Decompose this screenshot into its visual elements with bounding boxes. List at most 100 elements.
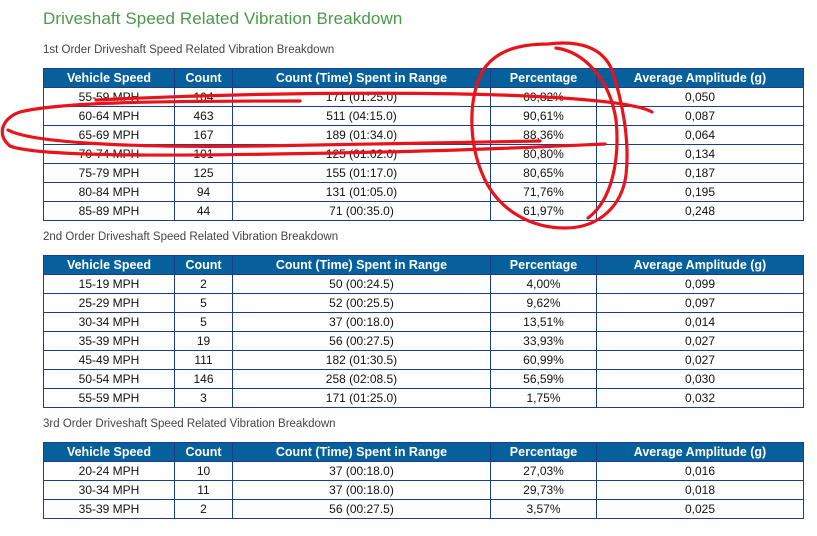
section-title-2nd-order: 2nd Order Driveshaft Speed Related Vibra… bbox=[43, 231, 339, 243]
cell-count-time: 50 (00:24.5) bbox=[232, 274, 491, 294]
table-3rd-order: Vehicle Speed Count Count (Time) Spent in … bbox=[43, 442, 804, 519]
cell-count-time: 37 (00:18.0) bbox=[232, 461, 491, 481]
table-row: 30-34 MPH 5 37 (00:18.0) 13,51% 0,014 bbox=[43, 312, 804, 332]
column-header-count-time: Count (Time) Spent in Range bbox=[232, 68, 491, 88]
table-row: 20-24 MPH 10 37 (00:18.0) 27,03% 0,016 bbox=[43, 461, 804, 481]
table-row: 85-89 MPH 44 71 (00:35.0) 61,97% 0,248 bbox=[43, 201, 804, 221]
cell-count-time: 171 (01:25.0) bbox=[232, 388, 491, 408]
cell-percentage: 1,75% bbox=[490, 388, 597, 408]
cell-vehicle-speed: 20-24 MPH bbox=[43, 461, 175, 481]
cell-vehicle-speed: 60-64 MPH bbox=[43, 106, 175, 126]
cell-percentage: 33,93% bbox=[490, 331, 597, 351]
column-header-average-amplitude: Average Amplitude (g) bbox=[596, 68, 804, 88]
cell-percentage: 90,61% bbox=[490, 106, 597, 126]
cell-vehicle-speed: 35-39 MPH bbox=[43, 331, 175, 351]
cell-count: 463 bbox=[174, 106, 233, 126]
cell-average-amplitude: 0,025 bbox=[596, 499, 804, 519]
cell-count: 5 bbox=[174, 293, 233, 313]
cell-percentage: 9,62% bbox=[490, 293, 597, 313]
cell-vehicle-speed: 50-54 MPH bbox=[43, 369, 175, 389]
cell-count-time: 56 (00:27.5) bbox=[232, 499, 491, 519]
cell-percentage: 56,59% bbox=[490, 369, 597, 389]
cell-count: 10 bbox=[174, 461, 233, 481]
cell-vehicle-speed: 30-34 MPH bbox=[43, 312, 175, 332]
cell-average-amplitude: 0,195 bbox=[596, 182, 804, 202]
cell-percentage: 71,76% bbox=[490, 182, 597, 202]
cell-average-amplitude: 0,018 bbox=[596, 480, 804, 500]
cell-count-time: 56 (00:27.5) bbox=[232, 331, 491, 351]
cell-count-time: 155 (01:17.0) bbox=[232, 163, 491, 183]
cell-vehicle-speed: 85-89 MPH bbox=[43, 201, 175, 221]
cell-average-amplitude: 0,087 bbox=[596, 106, 804, 126]
cell-count: 101 bbox=[174, 144, 233, 164]
cell-percentage: 80,80% bbox=[490, 144, 597, 164]
column-header-percentage: Percentage bbox=[490, 255, 597, 275]
cell-average-amplitude: 0,030 bbox=[596, 369, 804, 389]
table-row: 80-84 MPH 94 131 (01:05.0) 71,76% 0,195 bbox=[43, 182, 804, 202]
cell-count-time: 258 (02:08.5) bbox=[232, 369, 491, 389]
cell-count: 2 bbox=[174, 274, 233, 294]
cell-count: 125 bbox=[174, 163, 233, 183]
cell-average-amplitude: 0,248 bbox=[596, 201, 804, 221]
cell-count-time: 37 (00:18.0) bbox=[232, 312, 491, 332]
table-row: 35-39 MPH 19 56 (00:27.5) 33,93% 0,027 bbox=[43, 331, 804, 351]
cell-percentage: 60,99% bbox=[490, 350, 597, 370]
cell-vehicle-speed: 45-49 MPH bbox=[43, 350, 175, 370]
cell-vehicle-speed: 35-39 MPH bbox=[43, 499, 175, 519]
cell-percentage: 60,82% bbox=[490, 87, 597, 107]
cell-vehicle-speed: 55-59 MPH bbox=[43, 87, 175, 107]
table-row: 65-69 MPH 167 189 (01:34.0) 88,36% 0,064 bbox=[43, 125, 804, 145]
table-header-row: Vehicle Speed Count Count (Time) Spent in … bbox=[43, 255, 804, 275]
cell-count: 11 bbox=[174, 480, 233, 500]
column-header-count-time: Count (Time) Spent in Range bbox=[232, 255, 491, 275]
cell-percentage: 4,00% bbox=[490, 274, 597, 294]
table-row: 15-19 MPH 2 50 (00:24.5) 4,00% 0,099 bbox=[43, 274, 804, 294]
table-row: 55-59 MPH 3 171 (01:25.0) 1,75% 0,032 bbox=[43, 388, 804, 408]
section-title-3rd-order: 3rd Order Driveshaft Speed Related Vibra… bbox=[43, 418, 336, 430]
cell-percentage: 3,57% bbox=[490, 499, 597, 519]
cell-count: 5 bbox=[174, 312, 233, 332]
cell-count: 44 bbox=[174, 201, 233, 221]
cell-percentage: 13,51% bbox=[490, 312, 597, 332]
table-header-row: Vehicle Speed Count Count (Time) Spent in … bbox=[43, 68, 804, 88]
table-1st-order: Vehicle Speed Count Count (Time) Spent in … bbox=[43, 68, 804, 221]
cell-average-amplitude: 0,187 bbox=[596, 163, 804, 183]
page-title: Driveshaft Speed Related Vibration Break… bbox=[43, 9, 403, 28]
cell-percentage: 27,03% bbox=[490, 461, 597, 481]
column-header-percentage: Percentage bbox=[490, 442, 597, 462]
cell-percentage: 29,73% bbox=[490, 480, 597, 500]
cell-count: 2 bbox=[174, 499, 233, 519]
table-row: 25-29 MPH 5 52 (00:25.5) 9,62% 0,097 bbox=[43, 293, 804, 313]
cell-average-amplitude: 0,050 bbox=[596, 87, 804, 107]
cell-count-time: 189 (01:34.0) bbox=[232, 125, 491, 145]
cell-count-time: 182 (01:30.5) bbox=[232, 350, 491, 370]
cell-percentage: 80,65% bbox=[490, 163, 597, 183]
cell-average-amplitude: 0,097 bbox=[596, 293, 804, 313]
table-row: 75-79 MPH 125 155 (01:17.0) 80,65% 0,187 bbox=[43, 163, 804, 183]
cell-count-time: 52 (00:25.5) bbox=[232, 293, 491, 313]
cell-count-time: 71 (00:35.0) bbox=[232, 201, 491, 221]
cell-count-time: 125 (01:02.0) bbox=[232, 144, 491, 164]
cell-count: 94 bbox=[174, 182, 233, 202]
column-header-count: Count bbox=[174, 255, 233, 275]
cell-average-amplitude: 0,027 bbox=[596, 350, 804, 370]
cell-average-amplitude: 0,014 bbox=[596, 312, 804, 332]
cell-count-time: 131 (01:05.0) bbox=[232, 182, 491, 202]
table-header-row: Vehicle Speed Count Count (Time) Spent in … bbox=[43, 442, 804, 462]
column-header-count-time: Count (Time) Spent in Range bbox=[232, 442, 491, 462]
table-2nd-order: Vehicle Speed Count Count (Time) Spent in … bbox=[43, 255, 804, 408]
cell-vehicle-speed: 25-29 MPH bbox=[43, 293, 175, 313]
cell-average-amplitude: 0,134 bbox=[596, 144, 804, 164]
table-row: 30-34 MPH 11 37 (00:18.0) 29,73% 0,018 bbox=[43, 480, 804, 500]
cell-count: 3 bbox=[174, 388, 233, 408]
cell-count: 167 bbox=[174, 125, 233, 145]
cell-average-amplitude: 0,016 bbox=[596, 461, 804, 481]
column-header-average-amplitude: Average Amplitude (g) bbox=[596, 255, 804, 275]
column-header-percentage: Percentage bbox=[490, 68, 597, 88]
cell-vehicle-speed: 70-74 MPH bbox=[43, 144, 175, 164]
cell-average-amplitude: 0,099 bbox=[596, 274, 804, 294]
column-header-count: Count bbox=[174, 442, 233, 462]
cell-vehicle-speed: 75-79 MPH bbox=[43, 163, 175, 183]
column-header-vehicle-speed: Vehicle Speed bbox=[43, 255, 175, 275]
column-header-count: Count bbox=[174, 68, 233, 88]
